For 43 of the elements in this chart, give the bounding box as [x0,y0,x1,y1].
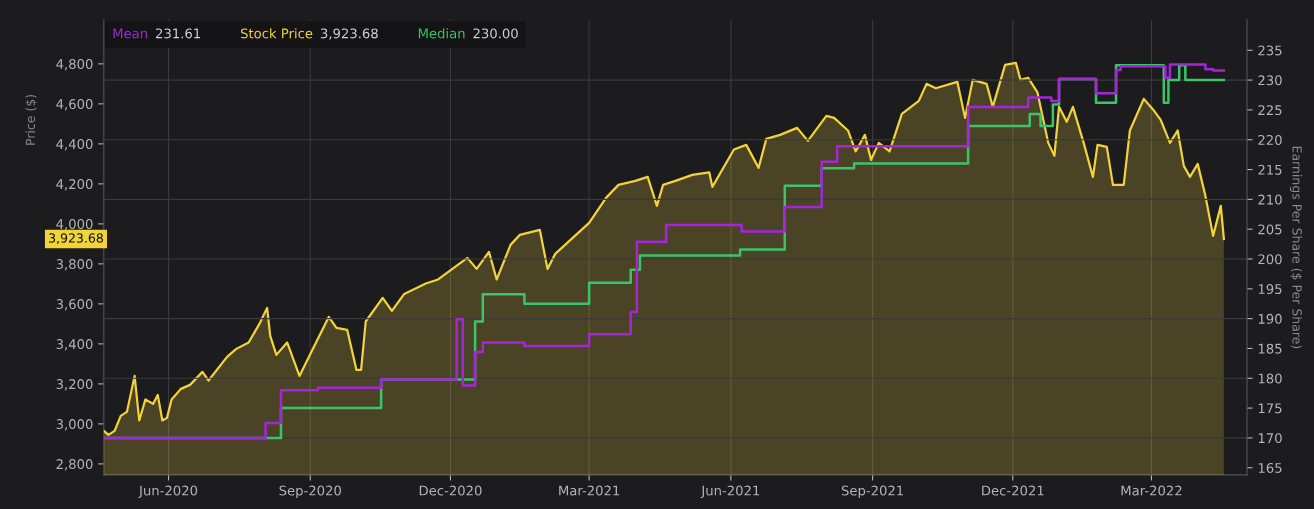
y2-axis-title: Earnings Per Share ($ Per Share) [1289,146,1303,349]
y-tick-label: 3,600 [56,299,93,311]
y-tick-label: 3,400 [56,339,93,351]
annotation: 230.00 [473,28,518,39]
annotation: 3,923.68 [320,28,378,40]
y-tick-label: 2,800 [56,459,93,471]
y2-tick-label: 210 [1258,194,1282,205]
x-tick-label: Jun-2020 [138,485,198,498]
text: 3,923.68 [49,233,103,244]
y2-tick-label: 235 [1258,45,1282,56]
y2-tick-label: 215 [1258,164,1282,175]
x-tick-label: Sep-2021 [841,485,903,499]
x-tick-label: Dec-2021 [982,485,1044,496]
y-tick-label: 4,400 [56,139,93,151]
y-tick-label: 4,600 [56,99,93,111]
y-tick-label: 3,200 [56,379,93,391]
y2-tick-label: 180 [1258,373,1282,384]
y2-tick-label: 230 [1258,75,1282,86]
y2-tick-label: 200 [1258,254,1282,265]
x-tick-label: Dec-2020 [419,485,482,496]
y-tick-label: 4,200 [56,179,93,191]
y-tick-label: 4,000 [56,219,93,231]
x-tick-label: Mar-2022 [1121,485,1182,496]
text: Mean [113,28,147,39]
y-tick-label: 3,000 [56,419,93,431]
y2-tick-label: 170 [1258,433,1282,444]
annotation: 231.61 [156,28,200,39]
y2-tick-label: 220 [1258,134,1282,145]
y2-tick-label: 225 [1258,105,1282,116]
x-tick-label: Mar-2021 [559,485,620,496]
y2-tick-label: 185 [1258,343,1282,354]
y2-tick-label: 205 [1258,224,1282,235]
text: Stock Price [240,28,313,39]
y2-tick-label: 175 [1258,403,1282,414]
y-tick-label: 3,800 [56,259,93,271]
y2-tick-label: 165 [1258,462,1282,473]
y-tick-label: 4,800 [56,59,93,71]
y2-tick-label: 190 [1258,313,1282,324]
y-axis-title: Price ($) [25,94,37,145]
text: Median [418,28,465,39]
x-tick-label: Jun-2021 [700,485,760,498]
y2-tick-label: 195 [1258,284,1282,295]
x-tick-label: Sep-2020 [279,485,341,499]
